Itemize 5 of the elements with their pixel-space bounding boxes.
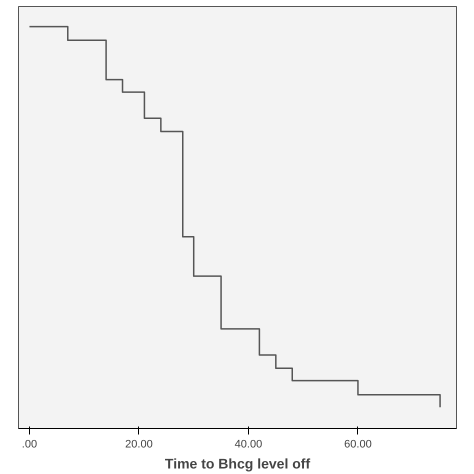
- x-tick-label: .00: [22, 438, 38, 450]
- x-axis-title: Time to Bhcg level off: [164, 456, 310, 472]
- x-tick-label: 60.00: [344, 438, 372, 450]
- x-tick-label: 20.00: [125, 438, 153, 450]
- x-tick-label: 40.00: [234, 438, 262, 450]
